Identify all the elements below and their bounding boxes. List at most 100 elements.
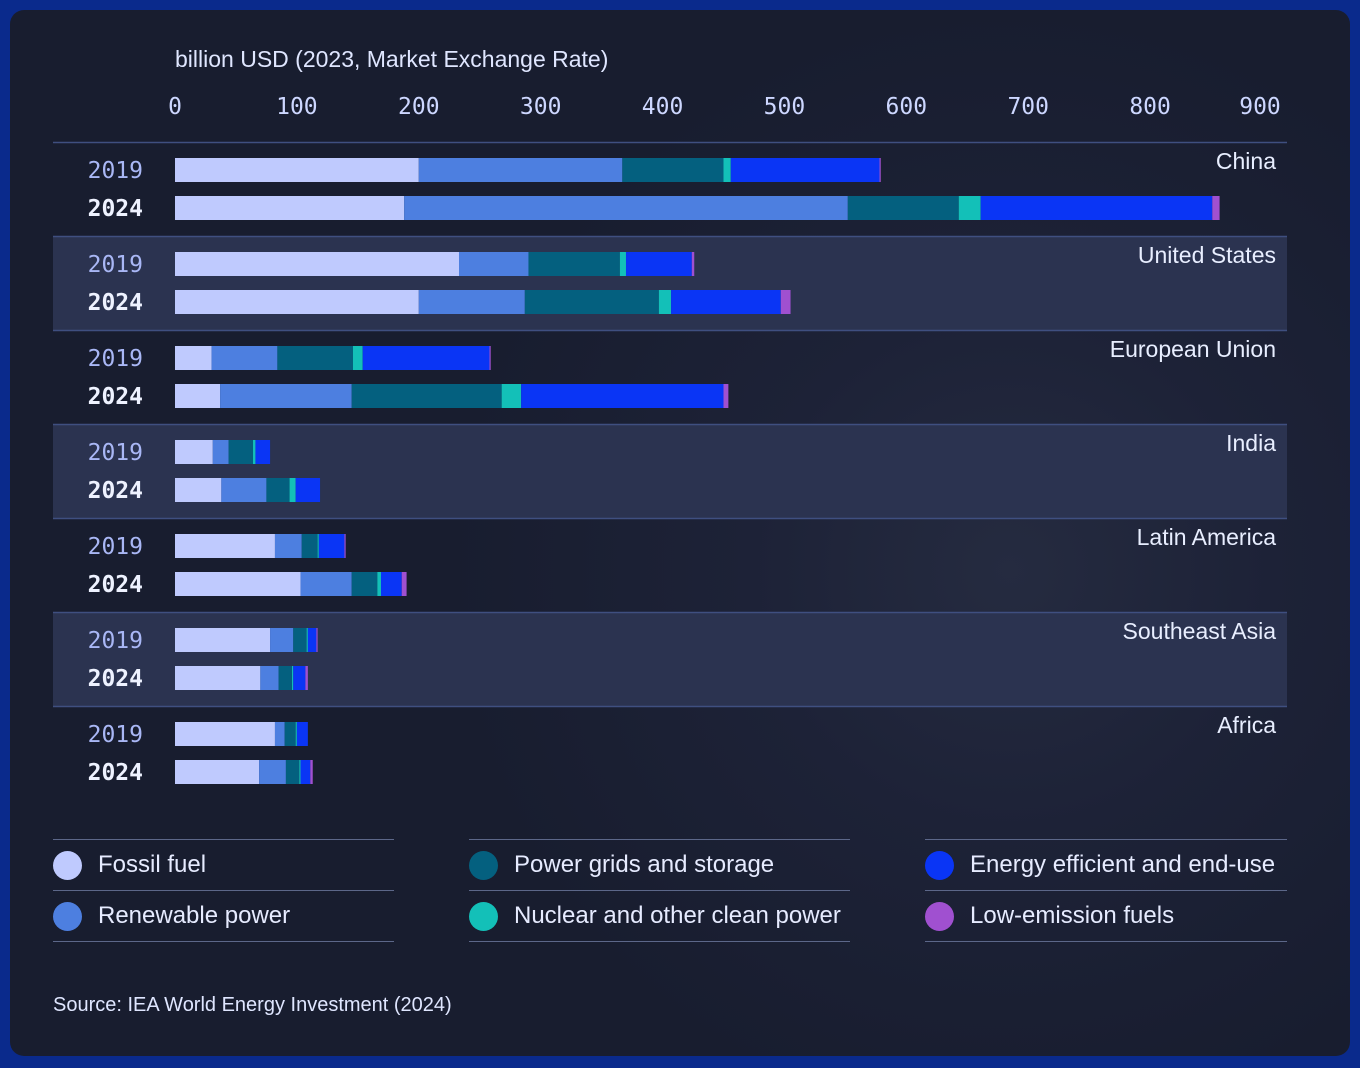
bar-southeast-asia-2024-nuclear-clean-power [292, 666, 294, 690]
bar-latin-america-2019-renewable-power [274, 534, 302, 558]
region-label-european-union: European Union [1110, 336, 1276, 362]
bar-latin-america-2024-power-grids-storage [351, 572, 378, 596]
bar-southeast-asia-2019-renewable-power [270, 628, 294, 652]
region-label-latin-america: Latin America [1137, 524, 1277, 550]
x-tick-label: 300 [520, 94, 562, 120]
region-band [53, 236, 1287, 330]
legend-item-renewable-power: Renewable power [53, 890, 394, 942]
bar-india-2019-fossil-fuel [175, 440, 213, 464]
region-band [53, 612, 1287, 706]
bar-southeast-asia-2019-fossil-fuel [175, 628, 271, 652]
bar-southeast-asia-2019-low-emission-fuels [316, 628, 318, 652]
bar-india-2019-renewable-power [212, 440, 229, 464]
legend-label-low-emission-fuels: Low-emission fuels [970, 902, 1175, 929]
bar-china-2019-renewable-power [418, 158, 623, 182]
year-label-china-2024: 2024 [88, 196, 143, 222]
legend-swatch-low-emission-fuels [925, 901, 954, 931]
bar-european-union-2024-energy-efficient [521, 384, 724, 408]
bar-united-states-2024-power-grids-storage [524, 290, 659, 314]
bar-africa-2024-nuclear-clean-power [299, 760, 301, 784]
bar-european-union-2024-nuclear-clean-power [501, 384, 522, 408]
bar-european-union-2019-nuclear-clean-power [352, 346, 363, 370]
legend-label-renewable-power: Renewable power [98, 902, 291, 929]
bar-european-union-2019-low-emission-fuels [489, 346, 491, 370]
bar-china-2024-fossil-fuel [175, 196, 405, 220]
bar-latin-america-2024-fossil-fuel [175, 572, 301, 596]
legend-label-nuclear-clean-power: Nuclear and other clean power [514, 902, 841, 929]
legend-item-energy-efficient: Energy efficient and end-use [925, 839, 1287, 890]
legend-label-power-grids-storage: Power grids and storage [514, 851, 775, 878]
bar-india-2024-energy-efficient [295, 478, 321, 502]
bar-india-2024-nuclear-clean-power [289, 478, 296, 502]
bar-china-2019-low-emission-fuels [879, 158, 881, 182]
legend-item-power-grids-storage: Power grids and storage [469, 839, 850, 890]
x-tick-label: 100 [276, 94, 318, 120]
bar-africa-2024-power-grids-storage [285, 760, 300, 784]
region-label-china: China [1216, 148, 1276, 174]
bar-united-states-2019-nuclear-clean-power [619, 252, 626, 276]
x-tick-label: 600 [886, 94, 928, 120]
bar-latin-america-2024-renewable-power [300, 572, 352, 596]
year-label-latin-america-2024: 2024 [88, 572, 143, 598]
x-tick-label: 400 [642, 94, 684, 120]
legend-swatch-energy-efficient [925, 850, 954, 880]
bar-southeast-asia-2019-energy-efficient [307, 628, 317, 652]
region-label-africa: Africa [1217, 712, 1276, 738]
bar-european-union-2024-renewable-power [220, 384, 352, 408]
bar-southeast-asia-2024-fossil-fuel [175, 666, 261, 690]
chart-card: billion USD (2023, Market Exchange Rate)… [10, 10, 1350, 1056]
legend-swatch-nuclear-clean-power [469, 901, 498, 931]
x-tick-label: 500 [764, 94, 806, 120]
bar-africa-2024-renewable-power [259, 760, 286, 784]
bar-united-states-2019-fossil-fuel [175, 252, 460, 276]
bar-africa-2019-renewable-power [274, 722, 285, 746]
legend-swatch-power-grids-storage [469, 850, 498, 880]
bar-china-2019-fossil-fuel [175, 158, 419, 182]
bar-latin-america-2019-energy-efficient [318, 534, 345, 558]
bar-china-2024-power-grids-storage [847, 196, 959, 220]
bar-africa-2019-nuclear-clean-power [295, 722, 297, 746]
bar-southeast-asia-2024-energy-efficient [293, 666, 306, 690]
year-label-united-states-2024: 2024 [88, 290, 143, 316]
region-label-india: India [1226, 430, 1276, 456]
bar-china-2019-nuclear-clean-power [723, 158, 731, 182]
bar-china-2024-nuclear-clean-power [958, 196, 981, 220]
bar-european-union-2024-fossil-fuel [175, 384, 221, 408]
x-tick-label: 800 [1129, 94, 1171, 120]
bar-southeast-asia-2024-renewable-power [260, 666, 279, 690]
bar-united-states-2024-renewable-power [418, 290, 525, 314]
year-label-united-states-2019: 2019 [88, 252, 143, 278]
region-band [53, 424, 1287, 518]
bar-european-union-2024-power-grids-storage [351, 384, 502, 408]
bar-africa-2024-energy-efficient [300, 760, 311, 784]
bar-european-union-2019-renewable-power [211, 346, 278, 370]
year-label-india-2019: 2019 [88, 440, 143, 466]
bar-southeast-asia-2019-power-grids-storage [293, 628, 307, 652]
year-label-africa-2019: 2019 [88, 722, 143, 748]
bar-united-states-2024-nuclear-clean-power [658, 290, 672, 314]
year-label-latin-america-2019: 2019 [88, 534, 143, 560]
bar-european-union-2019-fossil-fuel [175, 346, 212, 370]
bar-africa-2019-energy-efficient [296, 722, 308, 746]
legend-item-low-emission-fuels: Low-emission fuels [925, 890, 1287, 942]
bar-latin-america-2024-nuclear-clean-power [377, 572, 381, 596]
x-tick-label: 0 [168, 94, 182, 120]
bar-africa-2019-fossil-fuel [175, 722, 275, 746]
bar-european-union-2024-low-emission-fuels [723, 384, 729, 408]
bar-european-union-2019-power-grids-storage [277, 346, 353, 370]
investment-chart: 0 100 200 300 400 500 600 700 800 900 China 2019 202… [53, 94, 1287, 786]
bar-united-states-2024-low-emission-fuels [780, 290, 791, 314]
year-label-africa-2024: 2024 [88, 760, 143, 786]
bar-china-2024-low-emission-fuels [1212, 196, 1220, 220]
bar-latin-america-2024-low-emission-fuels [401, 572, 407, 596]
bar-latin-america-2019-fossil-fuel [175, 534, 275, 558]
unit-label: billion USD (2023, Market Exchange Rate) [175, 46, 609, 72]
x-tick-label: 700 [1007, 94, 1049, 120]
bar-united-states-2024-energy-efficient [671, 290, 781, 314]
region-label-southeast-asia: Southeast Asia [1123, 618, 1277, 644]
bar-united-states-2019-renewable-power [459, 252, 529, 276]
legend-label-fossil-fuel: Fossil fuel [98, 851, 207, 878]
bar-latin-america-2019-low-emission-fuels [344, 534, 346, 558]
x-tick-label: 200 [398, 94, 440, 120]
bar-africa-2024-low-emission-fuels [310, 760, 313, 784]
